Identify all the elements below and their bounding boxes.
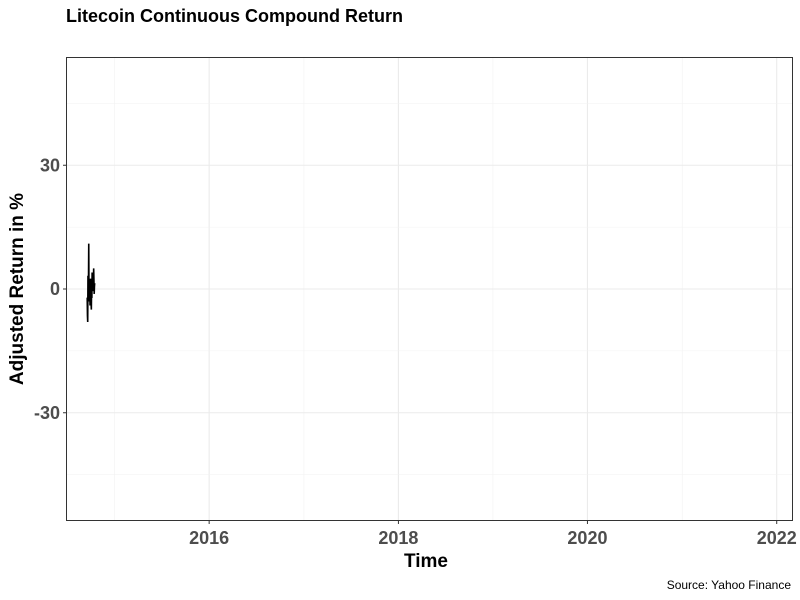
y-axis-title: Adjusted Return in % [7, 193, 28, 385]
y-tick-label: -30 [34, 403, 60, 423]
source-caption: Source: Yahoo Finance [666, 578, 791, 592]
x-tick-label: 2020 [567, 528, 607, 548]
grid-lines [67, 58, 792, 520]
ticks-layer: 2016 2018 2020 2022 -30 0 30 [34, 155, 797, 548]
series-layer [86, 243, 96, 323]
x-tick-label: 2018 [378, 528, 418, 548]
series-line [86, 243, 96, 323]
x-axis-title: Time [404, 551, 448, 572]
y-tick-label: 30 [40, 155, 60, 175]
x-tick-label: 2016 [189, 528, 229, 548]
y-tick-label: 0 [50, 279, 60, 299]
chart-title: Litecoin Continuous Compound Return [66, 6, 403, 26]
x-tick-label: 2022 [757, 528, 797, 548]
